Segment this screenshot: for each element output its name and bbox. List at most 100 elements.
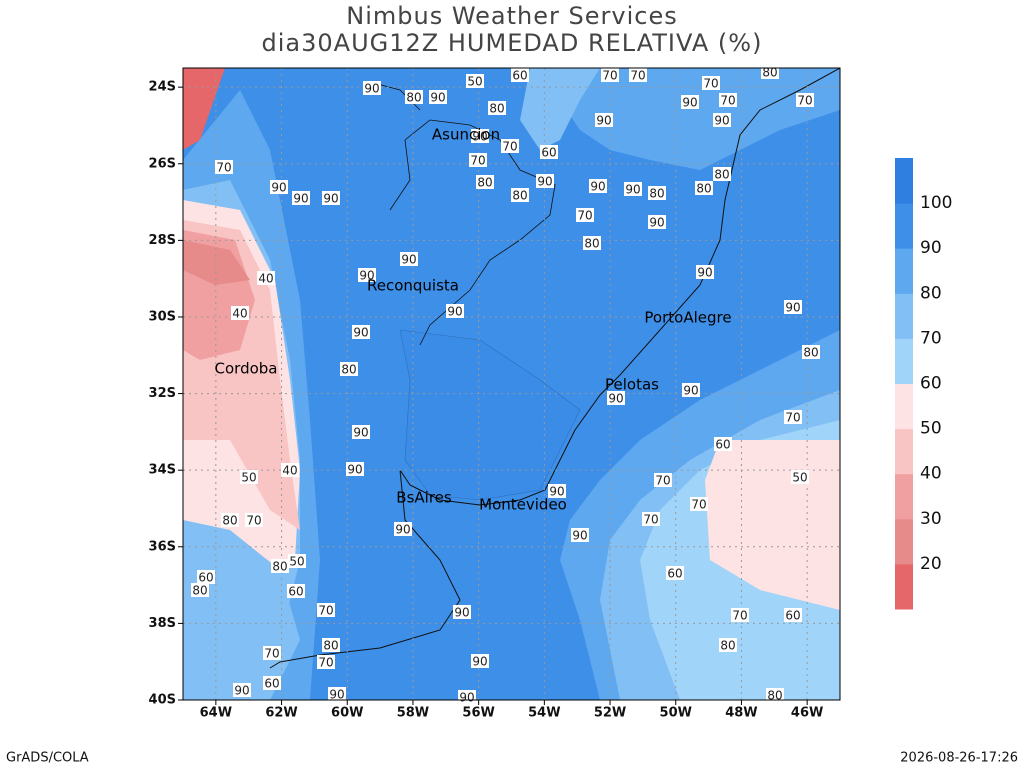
contour-label: 80 (649, 187, 664, 201)
contour-label-bg (488, 101, 506, 115)
y-tick-label: 24S (149, 80, 176, 95)
contour-label: 60 (541, 146, 556, 160)
contour-label-bg (766, 688, 784, 702)
contour-label-bg (548, 484, 566, 498)
contour-label: 70 (602, 69, 617, 83)
contour-label-bg (695, 181, 713, 195)
contour-label: 60 (667, 567, 682, 581)
contour-label-bg (536, 174, 554, 188)
field-10 (183, 68, 225, 150)
contour-label: 80 (222, 514, 237, 528)
contour-labels: 90 80 90 90 70 80 90 80 90 90 80 80 80 70 90 90 90 90 90 90… (191, 65, 820, 705)
contour-label-bg (240, 470, 258, 484)
contour-label-bg (400, 252, 418, 266)
contour-label: 80 (696, 182, 711, 196)
contour-label: 90 (447, 305, 462, 319)
contour-label-bg (696, 265, 714, 279)
contour-label-bg (511, 68, 529, 82)
y-tick-label: 40S (149, 693, 176, 708)
contour-label: 80 (584, 237, 599, 251)
contour-label: 80 (803, 346, 818, 360)
contour-label: 90 (596, 114, 611, 128)
contour-label: 80 (767, 689, 782, 703)
contour-label-bg (624, 182, 642, 196)
contour-label-bg (589, 179, 607, 193)
contour-label-bg (346, 462, 364, 476)
contour-label: 60 (288, 585, 303, 599)
contour-label-bg (257, 271, 275, 285)
contour-label: 90 (347, 463, 362, 477)
contour-label: 90 (682, 96, 697, 110)
contour-label-bg (322, 191, 340, 205)
footer-left: GrADS/COLA (6, 751, 89, 766)
contour-label: 90 (572, 529, 587, 543)
x-tick-label: 54W (528, 706, 560, 721)
contour-label-bg (191, 583, 209, 597)
contour-label: 90 (454, 606, 469, 620)
contour-label-bg (784, 608, 802, 622)
colorbar: 20 30 40 50 60 70 80 90 100 (895, 158, 952, 610)
contour-label: 90 (323, 192, 338, 206)
contour-label: 70 (643, 513, 658, 527)
contour-label: 50 (792, 471, 807, 485)
y-tick-label: 36S (149, 539, 176, 554)
y-tick-label: 32S (149, 386, 176, 401)
colorbar-label: 70 (920, 328, 942, 348)
contour-label: 80 (762, 66, 777, 80)
contour-label: 60 (198, 571, 213, 585)
contour-label: 60 (512, 69, 527, 83)
contour-label: 90 (329, 688, 344, 702)
contour-label-bg (601, 68, 619, 82)
colorbar-segment (895, 518, 913, 565)
field-70 (520, 68, 600, 150)
contour-label-bg (466, 74, 484, 88)
contour-label-bg (595, 113, 613, 127)
contour-label: 90 (459, 691, 474, 705)
x-tick-label: 52W (594, 706, 626, 721)
contour-label-bg (576, 208, 594, 222)
coastline (269, 68, 840, 669)
city-label: Pelotas (605, 376, 659, 394)
contour-label-bg (263, 676, 281, 690)
colorbar-label: 90 (920, 238, 942, 258)
contour-label-bg (796, 93, 814, 107)
colorbar-label: 80 (920, 283, 942, 303)
contour-label: 50 (241, 471, 256, 485)
contour-label: 70 (720, 94, 735, 108)
contour-label: 80 (720, 639, 735, 653)
contour-label-bg (292, 191, 310, 205)
city-label: Asuncion (432, 126, 500, 144)
contour-label-bg (469, 153, 487, 167)
contour-label-bg (719, 93, 737, 107)
contour-label: 60 (264, 677, 279, 691)
contour-label: 70 (732, 609, 747, 623)
contour-label: 70 (703, 77, 718, 91)
contour-label-bg (607, 391, 625, 405)
colorbar-label: 100 (920, 193, 952, 213)
contour-label-bg (571, 528, 589, 542)
contour-label-bg (446, 304, 464, 318)
colorbar-segment (895, 383, 913, 430)
contour-label-bg (394, 522, 412, 536)
contour-label-bg (713, 113, 731, 127)
contour-label-bg (352, 425, 370, 439)
uruguay (399, 329, 581, 501)
contour-label-bg (714, 437, 732, 451)
field-80 (530, 68, 840, 170)
y-tick-label: 38S (149, 616, 176, 631)
y-tick-label: 34S (149, 463, 176, 478)
contour-label: 80 (406, 91, 421, 105)
contour-label: 90 (395, 523, 410, 537)
contour-label: 90 (359, 269, 374, 283)
subtitle: dia30AUG12Z HUMEDAD RELATIVA (%) (262, 29, 763, 57)
contour-label-bg (784, 410, 802, 424)
contour-label-bg (802, 345, 820, 359)
contour-label: 90 (697, 266, 712, 280)
x-tick-label: 46W (791, 706, 823, 721)
contour-label-bg (363, 81, 381, 95)
contour-label-bg (231, 306, 249, 320)
contour-label-bg (270, 180, 288, 194)
contour-label: 90 (608, 392, 623, 406)
colorbar-segment (895, 293, 913, 339)
